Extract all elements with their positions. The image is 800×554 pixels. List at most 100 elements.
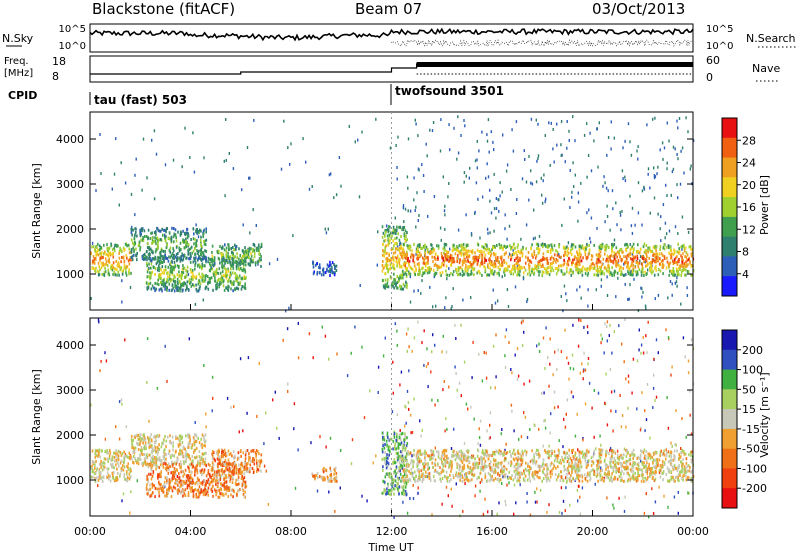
region-cell-2	[215, 271, 218, 275]
region-cell-1	[186, 256, 188, 260]
noise-cell	[417, 486, 419, 490]
region-cell-1	[142, 461, 144, 465]
region-cell-0	[92, 259, 94, 263]
region-cell-0	[117, 472, 119, 475]
region-cell-1	[153, 461, 155, 465]
region-cell-2	[177, 491, 179, 495]
region-cell-2	[200, 259, 203, 262]
noise-cell	[658, 471, 661, 475]
noise-cell	[489, 199, 491, 203]
region-cell-2	[181, 258, 184, 262]
region-cell-6	[543, 257, 546, 261]
region-cell-6	[606, 254, 609, 258]
region-cell-2	[244, 495, 246, 499]
region-cell-1	[188, 248, 190, 252]
region-cell-2	[150, 274, 152, 278]
region-cell-2	[165, 494, 168, 498]
noise-cell	[670, 373, 672, 377]
region-cell-6	[607, 265, 609, 269]
noise-cell	[479, 481, 481, 484]
region-cell-6	[632, 242, 635, 246]
noise-cell	[475, 181, 478, 185]
noise-cell	[686, 294, 689, 297]
noise-cell	[124, 338, 126, 342]
noise-cell	[677, 126, 679, 130]
region-cell-5	[390, 283, 393, 287]
region-cell-2	[227, 486, 229, 490]
noise-cell	[580, 181, 582, 185]
region-cell-2	[194, 261, 197, 265]
region-cell-2	[150, 287, 153, 291]
region-cell-6	[590, 263, 593, 267]
region-cell-1	[177, 230, 179, 234]
region-cell-1	[160, 247, 163, 251]
noise-cell	[594, 482, 596, 486]
region-cell-6	[474, 251, 476, 255]
region-cell-2	[224, 274, 226, 278]
region-cell-6	[678, 250, 681, 254]
region-cell-2	[197, 257, 199, 261]
region-cell-5	[394, 230, 396, 234]
noise-cell	[640, 351, 642, 355]
region-cell-1	[151, 250, 154, 254]
noise-cell	[287, 146, 289, 150]
noise-cell	[610, 147, 612, 151]
noise-cell	[582, 369, 585, 373]
noise-cell	[646, 123, 648, 127]
region-cell-3	[221, 255, 223, 259]
noise-cell	[399, 429, 401, 432]
noise-cell	[449, 148, 451, 152]
region-cell-6	[519, 251, 521, 255]
noise-cell	[545, 326, 547, 330]
region-cell-6	[523, 271, 525, 275]
noise-cell	[239, 357, 242, 361]
region-cell-0	[106, 471, 109, 475]
region-cell-2	[160, 261, 163, 265]
noise-cell	[510, 403, 513, 407]
noise-cell	[640, 286, 642, 290]
region-cell-4	[333, 273, 336, 277]
region-cell-5	[392, 262, 394, 266]
region-cell-2	[149, 462, 152, 465]
region-cell-6	[418, 254, 420, 257]
region-cell-3	[234, 243, 236, 247]
region-cell-5	[396, 275, 399, 278]
region-cell-2	[169, 279, 172, 283]
region-cell-6	[433, 255, 436, 259]
region-cell-2	[208, 261, 211, 265]
region-cell-1	[143, 447, 146, 451]
region-cell-6	[581, 244, 584, 248]
region-cell-2	[160, 487, 162, 490]
region-cell-6	[669, 245, 672, 249]
region-cell-2	[243, 465, 246, 469]
noise-cell	[377, 391, 379, 394]
region-cell-2	[209, 264, 212, 268]
region-cell-1	[140, 446, 143, 450]
region-cell-6	[431, 243, 433, 247]
region-cell-3	[211, 244, 214, 248]
noise-cell	[507, 305, 510, 308]
region-cell-1	[173, 454, 176, 458]
region-cell-6	[512, 251, 515, 255]
region-cell-6	[542, 271, 545, 274]
region-cell-2	[163, 271, 165, 275]
region-cell-6	[612, 254, 614, 258]
noise-cell	[495, 216, 497, 220]
region-cell-2	[205, 479, 208, 483]
noise-cell	[586, 175, 588, 179]
region-cell-6	[625, 255, 627, 259]
noise-cell	[600, 341, 602, 345]
region-cell-1	[146, 246, 149, 250]
region-cell-0	[112, 255, 115, 259]
region-cell-6	[669, 269, 671, 273]
region-cell-2	[211, 480, 213, 484]
noise-cell	[621, 342, 623, 346]
region-cell-6	[466, 269, 468, 273]
region-cell-6	[680, 254, 682, 258]
nsearch-tick-bottom: 10^0	[706, 41, 733, 52]
region-cell-3	[221, 245, 224, 249]
region-cell-5	[393, 272, 395, 276]
region-cell-6	[513, 242, 515, 246]
region-cell-3	[243, 251, 245, 255]
region-cell-1	[146, 256, 148, 260]
